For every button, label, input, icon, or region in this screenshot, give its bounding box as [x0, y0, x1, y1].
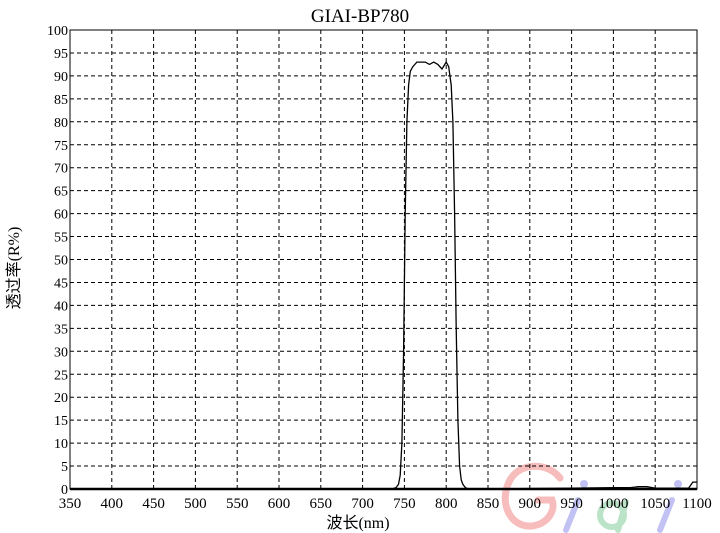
y-axis-label: 透过率(R%) [5, 227, 23, 310]
x-tick-label: 750 [393, 496, 416, 512]
x-tick-label: 550 [226, 496, 249, 512]
x-tick-label: 500 [184, 496, 207, 512]
x-tick-label: 450 [142, 496, 165, 512]
x-tick-label: 600 [268, 496, 291, 512]
y-tick-label: 40 [54, 299, 68, 314]
y-tick-label: 30 [54, 345, 68, 360]
x-tick-label: 800 [435, 496, 458, 512]
y-tick-label: 35 [54, 322, 68, 337]
x-tick-label: 850 [477, 496, 500, 512]
y-tick-label: 10 [54, 437, 68, 452]
x-tick-label: 650 [310, 496, 333, 512]
x-tick-label: 700 [351, 496, 374, 512]
y-tick-label: 85 [54, 93, 68, 108]
y-tick-label: 75 [54, 139, 68, 154]
watermark-dot2 [674, 480, 682, 488]
watermark-letter-a-stem [615, 499, 629, 533]
y-tick-label: 80 [54, 116, 68, 131]
x-tick-label: 1000 [598, 496, 628, 512]
x-tick-label: 900 [519, 496, 542, 512]
transmission-curve [70, 60, 697, 490]
y-tick-label: 65 [54, 185, 68, 200]
y-tick-label: 20 [54, 391, 68, 406]
y-tick-label: 55 [54, 231, 68, 246]
y-tick-label: 90 [54, 70, 68, 85]
y-tick-label: 45 [54, 276, 68, 291]
watermark-letter-i [563, 497, 581, 533]
y-tick-label: 100 [47, 24, 68, 39]
y-tick-label: 5 [61, 460, 68, 475]
x-tick-label: 400 [101, 496, 124, 512]
y-tick-label: 60 [54, 208, 68, 223]
watermark-letter-i2 [657, 497, 675, 533]
y-tick-label: 0 [61, 483, 68, 498]
x-tick-label: 950 [560, 496, 583, 512]
y-tick-label: 95 [54, 47, 68, 62]
watermark-dot [580, 480, 588, 488]
x-axis-label: 波长(nm) [326, 514, 389, 532]
x-tick-label: 350 [59, 496, 82, 512]
y-tick-label: 25 [54, 368, 68, 383]
y-tick-label: 50 [54, 254, 68, 269]
chart-title: GIAI-BP780 [311, 6, 409, 27]
y-tick-label: 70 [54, 162, 68, 177]
y-tick-label: 15 [54, 414, 68, 429]
x-tick-label: 1050 [640, 496, 670, 512]
x-tick-label: 1100 [682, 496, 711, 512]
